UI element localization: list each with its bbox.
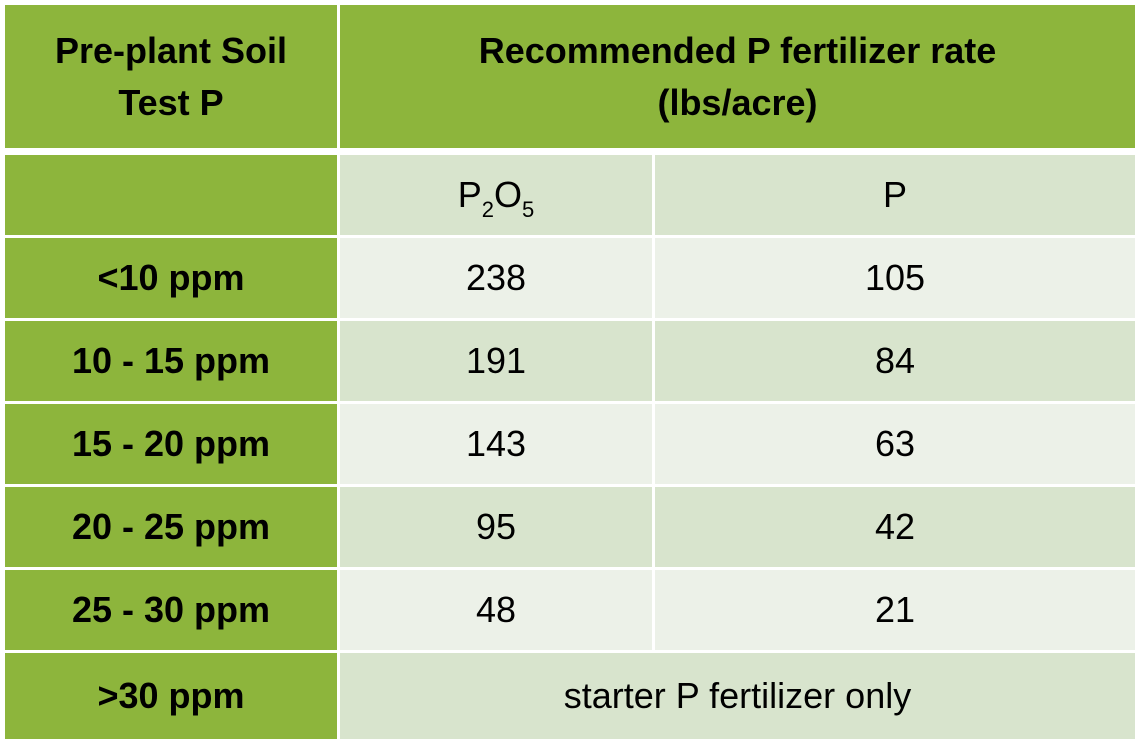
soil-test-cell: 25 - 30 ppm — [5, 570, 340, 653]
p-header: P — [655, 155, 1135, 238]
subheader-row: P2O5 P — [5, 155, 1135, 238]
p2o5-p: P — [457, 174, 482, 215]
p2o5-sub-5: 5 — [522, 197, 535, 222]
p2o5-header: P2O5 — [340, 155, 655, 238]
subheader-empty-cell — [5, 155, 340, 238]
fertilizer-rate-header-line1: Recommended P fertilizer rate — [478, 29, 997, 71]
fertilizer-rate-header-line2: (lbs/acre) — [657, 81, 818, 123]
soil-test-cell: <10 ppm — [5, 238, 340, 321]
soil-test-cell: >30 ppm — [5, 653, 340, 739]
p2o5-o: O — [494, 174, 523, 215]
table-row: 20 - 25 ppm 95 42 — [5, 487, 1135, 570]
soil-test-cell: 20 - 25 ppm — [5, 487, 340, 570]
p2o5-cell: 143 — [340, 404, 655, 487]
soil-test-header: Pre-plant Soil Test P — [5, 5, 340, 155]
p-cell: 105 — [655, 238, 1135, 321]
p-cell: 84 — [655, 321, 1135, 404]
table-row: <10 ppm 238 105 — [5, 238, 1135, 321]
table-row: 25 - 30 ppm 48 21 — [5, 570, 1135, 653]
p2o5-cell: 95 — [340, 487, 655, 570]
p2o5-cell: 191 — [340, 321, 655, 404]
p2o5-cell: 238 — [340, 238, 655, 321]
starter-note-cell: starter P fertilizer only — [340, 653, 1135, 739]
p-cell: 21 — [655, 570, 1135, 653]
fertilizer-rate-header: Recommended P fertilizer rate (lbs/acre) — [340, 5, 1135, 155]
soil-test-cell: 15 - 20 ppm — [5, 404, 340, 487]
header-row: Pre-plant Soil Test P Recommended P fert… — [5, 5, 1135, 155]
p2o5-cell: 48 — [340, 570, 655, 653]
soil-test-cell: 10 - 15 ppm — [5, 321, 340, 404]
table-row: 10 - 15 ppm 191 84 — [5, 321, 1135, 404]
soil-test-header-label: Pre-plant Soil Test P — [54, 29, 288, 123]
table-row-last: >30 ppm starter P fertilizer only — [5, 653, 1135, 739]
p-cell: 42 — [655, 487, 1135, 570]
table-row: 15 - 20 ppm 143 63 — [5, 404, 1135, 487]
fertilizer-rate-table: Pre-plant Soil Test P Recommended P fert… — [5, 5, 1135, 739]
p2o5-sub-2: 2 — [481, 197, 494, 222]
p-cell: 63 — [655, 404, 1135, 487]
